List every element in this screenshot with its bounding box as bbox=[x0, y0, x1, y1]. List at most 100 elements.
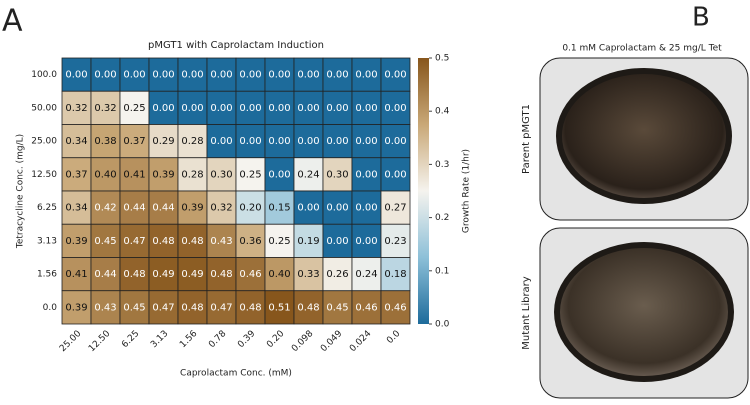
y-tick-label: 3.13 bbox=[37, 236, 57, 246]
cell-label: 0.37 bbox=[65, 169, 87, 180]
cell-label: 0.00 bbox=[384, 136, 406, 147]
colorbar-label: Growth Rate (1/hr) bbox=[462, 149, 472, 233]
cell bbox=[148, 223, 179, 258]
cell-label: 0.24 bbox=[297, 169, 319, 180]
cell-label: 0.00 bbox=[239, 103, 261, 114]
cell bbox=[206, 157, 237, 192]
cell-label: 0.47 bbox=[152, 302, 174, 313]
cell-label: 0.32 bbox=[65, 103, 87, 114]
cell-label: 0.00 bbox=[326, 103, 348, 114]
cell bbox=[264, 157, 295, 192]
cell-label: 0.48 bbox=[123, 269, 145, 280]
panel-label: B bbox=[692, 3, 710, 33]
heatmap: 0.00 0.00 0.00 0.00 0.00 0.00 0.00 0.00 0.00 0.00… bbox=[31, 54, 449, 355]
cell bbox=[206, 223, 237, 258]
cell-label: 0.44 bbox=[152, 203, 174, 214]
cell-label: 0.00 bbox=[355, 236, 377, 247]
cell-label: 0.33 bbox=[297, 269, 319, 280]
cell-label: 0.42 bbox=[94, 203, 116, 214]
cell bbox=[61, 124, 92, 159]
x-tick-label: 1.56 bbox=[178, 329, 199, 350]
cell-label: 0.00 bbox=[355, 103, 377, 114]
cell-label: 0.00 bbox=[152, 103, 174, 114]
cell-label: 0.00 bbox=[355, 169, 377, 180]
y-tick-label: 6.25 bbox=[37, 203, 57, 213]
cell bbox=[293, 290, 324, 325]
cell-label: 0.45 bbox=[94, 236, 116, 247]
cell bbox=[148, 257, 179, 292]
cell-label: 0.00 bbox=[210, 103, 232, 114]
y-tick-label: 12.50 bbox=[31, 170, 57, 180]
cell-label: 0.40 bbox=[268, 269, 290, 280]
cell-label: 0.00 bbox=[384, 103, 406, 114]
cell bbox=[380, 90, 411, 125]
cell bbox=[90, 257, 121, 292]
cell bbox=[206, 90, 237, 125]
cell-label: 0.41 bbox=[123, 169, 145, 180]
cell-label: 0.23 bbox=[384, 236, 406, 247]
cell-label: 0.00 bbox=[268, 136, 290, 147]
cell-label: 0.00 bbox=[297, 103, 319, 114]
cell-label: 0.00 bbox=[152, 70, 174, 81]
colorbar-tick-label: 0.3 bbox=[435, 160, 449, 170]
colorbar bbox=[418, 58, 429, 324]
cell bbox=[119, 90, 150, 125]
cell-label: 0.00 bbox=[297, 70, 319, 81]
cell-label: 0.45 bbox=[326, 302, 348, 313]
colorbar-tick-label: 0.0 bbox=[435, 320, 450, 330]
cell-label: 0.00 bbox=[239, 136, 261, 147]
cell-label: 0.32 bbox=[94, 103, 116, 114]
cell bbox=[177, 90, 208, 125]
cell-label: 0.47 bbox=[123, 236, 145, 247]
cell bbox=[351, 290, 382, 325]
cell bbox=[293, 90, 324, 125]
cell bbox=[380, 157, 411, 192]
cell bbox=[177, 190, 208, 225]
cell-label: 0.48 bbox=[181, 236, 203, 247]
cell bbox=[90, 157, 121, 192]
cell-label: 0.27 bbox=[384, 203, 406, 214]
cell-label: 0.48 bbox=[152, 236, 174, 247]
cell-label: 0.45 bbox=[123, 302, 145, 313]
cell-label: 0.32 bbox=[210, 203, 232, 214]
cell bbox=[177, 157, 208, 192]
cell bbox=[90, 290, 121, 325]
cell-label: 0.20 bbox=[239, 203, 261, 214]
cell-label: 0.48 bbox=[239, 302, 261, 313]
panel-caption: 0.1 mM Caprolactam & 25 mg/L Tet bbox=[562, 44, 722, 54]
cell bbox=[206, 190, 237, 225]
cell-label: 0.46 bbox=[355, 302, 377, 313]
cell-label: 0.41 bbox=[65, 269, 87, 280]
cell bbox=[322, 57, 353, 92]
cell-label: 0.19 bbox=[297, 236, 319, 247]
cell bbox=[293, 257, 324, 292]
cell-label: 0.00 bbox=[123, 70, 145, 81]
cell bbox=[206, 57, 237, 92]
cell bbox=[322, 157, 353, 192]
cell-label: 0.44 bbox=[123, 203, 145, 214]
cell bbox=[380, 290, 411, 325]
x-tick-label: 0.78 bbox=[207, 329, 228, 350]
cell bbox=[264, 223, 295, 258]
cell-label: 0.37 bbox=[123, 136, 145, 147]
colorbar-tick-label: 0.2 bbox=[435, 213, 449, 223]
y-tick-label: 100.0 bbox=[31, 70, 57, 80]
cell bbox=[61, 290, 92, 325]
plate-photo bbox=[562, 74, 726, 198]
cell-label: 0.44 bbox=[94, 269, 116, 280]
cell-label: 0.00 bbox=[94, 70, 116, 81]
cell bbox=[148, 190, 179, 225]
cell-label: 0.39 bbox=[181, 203, 203, 214]
cell-label: 0.43 bbox=[210, 236, 232, 247]
x-tick-label: 0.0 bbox=[385, 329, 402, 346]
cell-label: 0.49 bbox=[152, 269, 174, 280]
y-tick-label: 0.0 bbox=[43, 303, 58, 313]
plate-label: Mutant Library bbox=[521, 276, 532, 350]
x-tick-label: 0.39 bbox=[236, 329, 257, 350]
cell bbox=[351, 257, 382, 292]
cell-label: 0.00 bbox=[355, 70, 377, 81]
cell-label: 0.30 bbox=[210, 169, 232, 180]
cell-label: 0.00 bbox=[355, 203, 377, 214]
cell bbox=[177, 124, 208, 159]
